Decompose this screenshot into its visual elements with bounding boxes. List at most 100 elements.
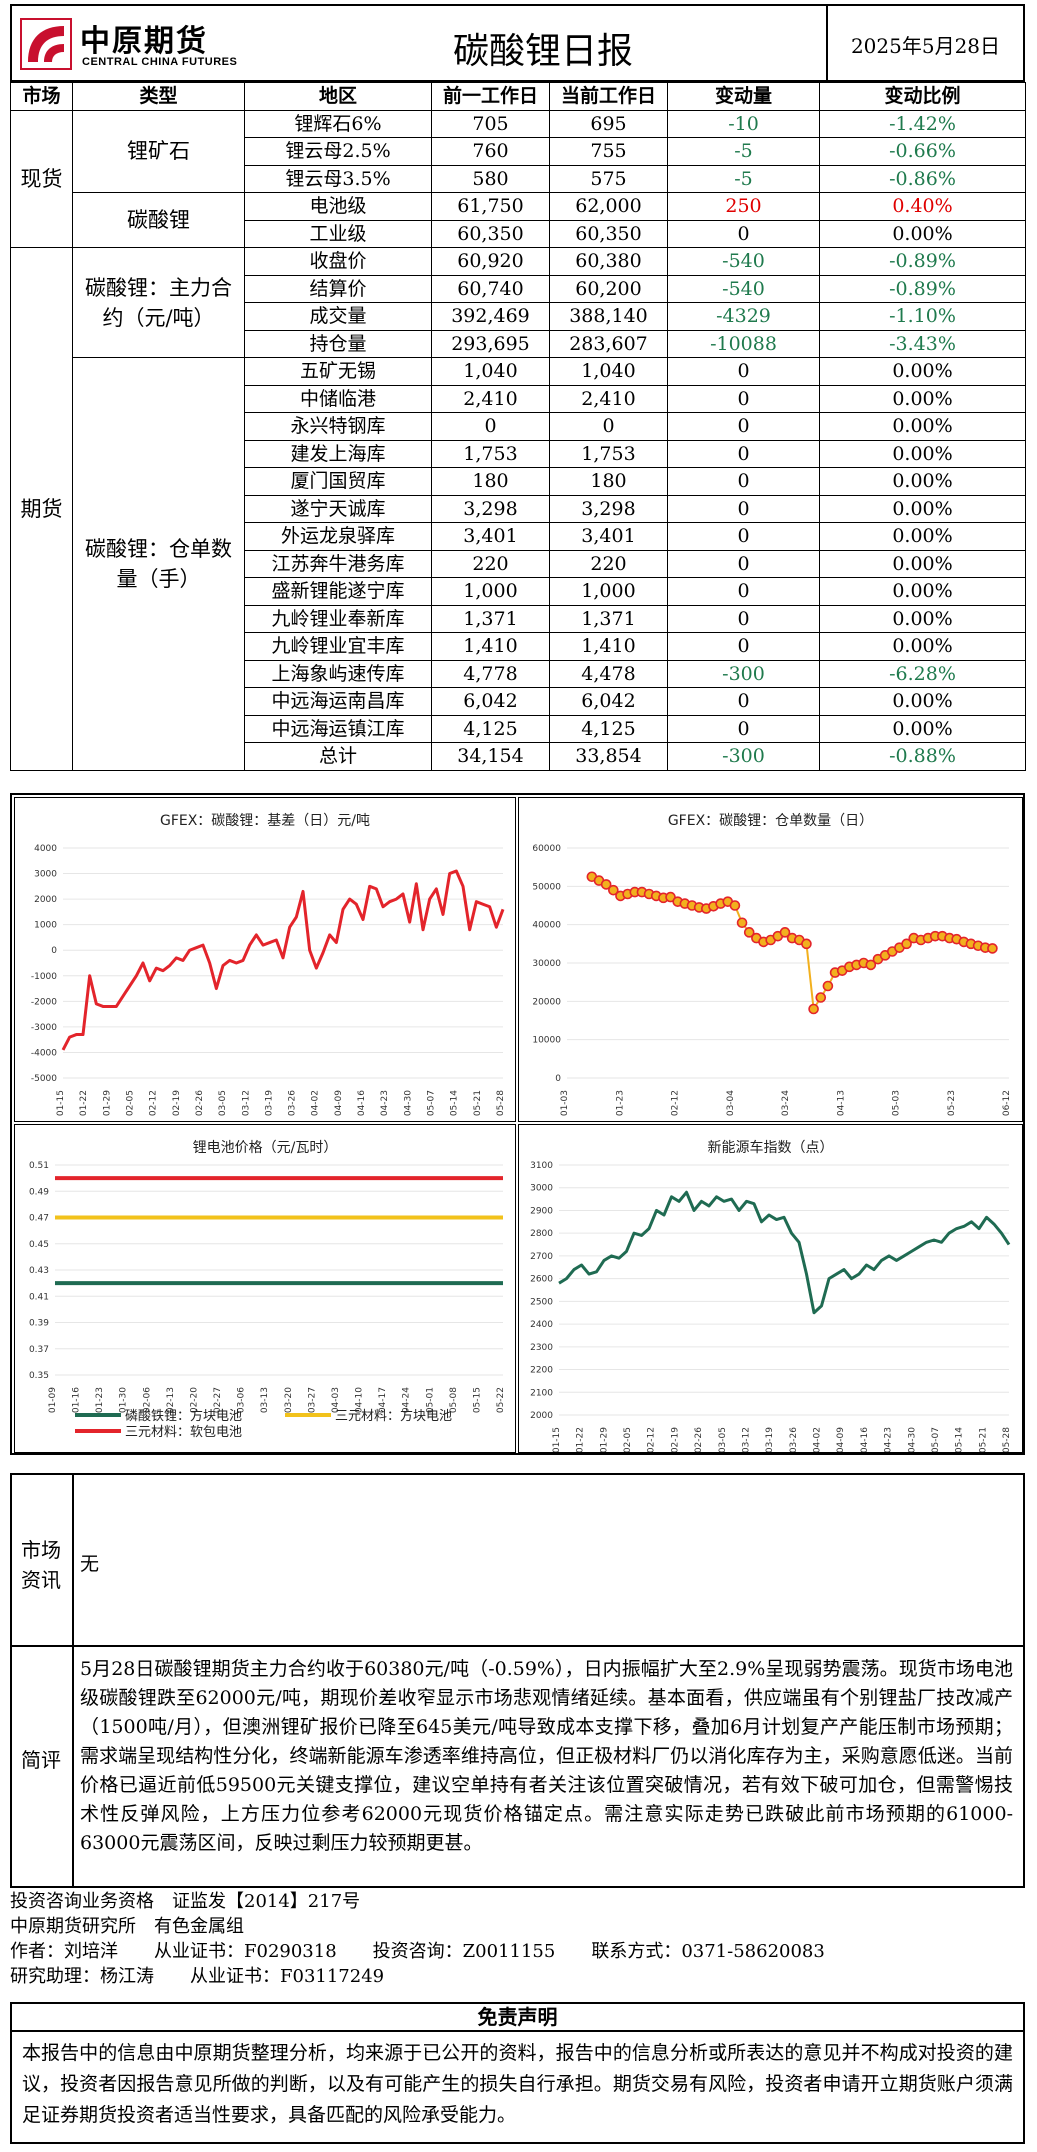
region-cell: 厦门国贸库 — [244, 467, 432, 496]
prev-cell: 4,778 — [431, 659, 550, 688]
x-tick-label: 02-12 — [647, 1427, 657, 1452]
y-tick-label: 60000 — [532, 844, 561, 854]
prev-cell: 3,401 — [431, 522, 550, 551]
x-tick-label: 04-03 — [331, 1387, 341, 1413]
change-cell: 0 — [667, 219, 820, 248]
x-tick-label: 01-29 — [599, 1427, 609, 1452]
prev-cell: 760 — [431, 137, 550, 166]
pct-cell: 0.00% — [819, 219, 1026, 248]
x-tick-label: 05-01 — [425, 1387, 435, 1413]
change-cell: 0 — [667, 522, 820, 551]
prev-cell: 1,040 — [431, 357, 550, 386]
pct-cell: 0.00% — [819, 384, 1026, 413]
change-cell: 0 — [667, 549, 820, 578]
pct-cell: 0.00% — [819, 687, 1026, 716]
y-tick-label: -2000 — [31, 997, 57, 1007]
x-tick-label: 05-28 — [1002, 1427, 1012, 1452]
x-tick-label: 04-02 — [311, 1090, 321, 1116]
region-cell: 外运龙泉驿库 — [244, 522, 432, 551]
data-point — [729, 900, 741, 911]
curr-cell: 2,410 — [549, 384, 668, 413]
curr-cell: 4,125 — [549, 714, 668, 743]
x-tick-label: 02-12 — [149, 1090, 159, 1116]
y-tick-label: 0.43 — [29, 1266, 49, 1276]
table-row: 上海象屿速传库 4,778 4,478 -300 -6.28% — [11, 659, 1026, 688]
logo-en: CENTRAL CHINA FUTURES — [82, 56, 238, 68]
table-row: 江苏奔牛港务库 220 220 0 0.00% — [11, 549, 1026, 578]
x-tick-label: 03-06 — [237, 1387, 247, 1413]
region-cell: 九岭锂业宜丰库 — [244, 632, 432, 661]
prev-cell: 2,410 — [431, 384, 550, 413]
x-tick-label: 03-13 — [260, 1387, 270, 1413]
x-tick-label: 05-15 — [472, 1387, 482, 1413]
prev-cell: 3,298 — [431, 494, 550, 523]
x-tick-label: 03-26 — [288, 1090, 298, 1116]
region-cell: 收盘价 — [244, 247, 432, 276]
y-tick-label: 2600 — [530, 1275, 553, 1285]
x-tick-label: 05-23 — [947, 1090, 957, 1116]
prev-cell: 220 — [431, 549, 550, 578]
y-tick-label: 0.47 — [29, 1214, 49, 1224]
x-tick-label: 02-05 — [125, 1090, 135, 1116]
pct-cell: 0.00% — [819, 714, 1026, 743]
pct-cell: -0.89% — [819, 247, 1026, 276]
y-tick-label: 20000 — [532, 997, 561, 1007]
x-tick-label: 03-12 — [741, 1427, 751, 1452]
x-tick-label: 03-27 — [307, 1387, 317, 1413]
prev-cell: 580 — [431, 164, 550, 193]
data-point — [608, 884, 619, 896]
x-tick-label: 05-07 — [931, 1427, 941, 1452]
x-tick-label: 02-13 — [166, 1387, 176, 1413]
x-tick-label: 02-05 — [623, 1427, 633, 1452]
market-cell: 现货 — [10, 109, 73, 248]
x-tick-label: 05-08 — [449, 1387, 459, 1413]
curr-cell: 575 — [549, 164, 668, 193]
region-cell: 持仓量 — [244, 329, 432, 358]
region-cell: 永兴特钢库 — [244, 412, 432, 441]
y-tick-label: 2800 — [530, 1229, 553, 1239]
x-tick-label: 04-23 — [380, 1090, 390, 1116]
footer: 投资咨询业务资格 证监发【2014】217号 中原期货研究所 有色金属组 作者：… — [10, 1890, 1025, 1990]
y-tick-label: 2100 — [530, 1388, 553, 1398]
region-cell: 盛新锂能遂宁库 — [244, 577, 432, 606]
y-tick-label: 0.41 — [29, 1292, 49, 1302]
x-tick-label: 01-23 — [615, 1090, 625, 1116]
data-point — [808, 1003, 819, 1015]
change-cell: -10088 — [667, 329, 820, 358]
x-tick-label: 03-26 — [789, 1427, 799, 1452]
data-point — [600, 879, 612, 890]
data-point — [987, 943, 998, 954]
y-tick-label: 0.35 — [29, 1371, 49, 1381]
table-row: 成交量 392,469 388,140 -4329 -1.10% — [11, 302, 1026, 331]
table-row: 遂宁天诚库 3,298 3,298 0 0.00% — [11, 494, 1026, 523]
change-cell: -5 — [667, 164, 820, 193]
x-tick-label: 04-10 — [355, 1387, 365, 1413]
comment-text: 5月28日碳酸锂期货主力合约收于60380元/吨（-0.59%），日内振幅扩大至… — [80, 1658, 1013, 1854]
pct-cell: -1.42% — [819, 109, 1026, 138]
x-tick-label: 01-15 — [552, 1427, 562, 1452]
data-point — [801, 938, 812, 950]
legend-label: 三元材料：软包电池 — [125, 1425, 242, 1440]
x-tick-label: 03-24 — [781, 1090, 791, 1116]
col-header: 类型 — [72, 82, 245, 111]
region-cell: 锂辉石6% — [244, 109, 432, 138]
pct-cell: -0.89% — [819, 274, 1026, 303]
data-point — [815, 992, 827, 1003]
y-tick-label: 2500 — [530, 1297, 553, 1307]
change-cell: -5 — [667, 137, 820, 166]
y-tick-label: 3000 — [530, 1184, 553, 1194]
legend-label: 磷酸铁锂：方块电池 — [125, 1408, 242, 1424]
table-row: 中远海运镇江库 4,125 4,125 0 0.00% — [11, 714, 1026, 743]
pct-cell: 0.00% — [819, 522, 1026, 551]
x-tick-label: 05-14 — [955, 1427, 965, 1452]
y-tick-label: 2200 — [530, 1366, 553, 1376]
y-tick-label: 40000 — [532, 921, 561, 931]
curr-cell: 60,200 — [549, 274, 668, 303]
region-cell: 工业级 — [244, 219, 432, 248]
x-tick-label: 04-13 — [836, 1090, 846, 1116]
curr-cell: 4,478 — [549, 659, 668, 688]
change-cell: -4329 — [667, 302, 820, 331]
prev-cell: 1,371 — [431, 604, 550, 633]
disclaimer-text: 本报告中的信息由中原期货整理分析，均来源于已公开的资料，报告中的信息分析或所表达… — [10, 2032, 1025, 2144]
pct-cell: -0.66% — [819, 137, 1026, 166]
